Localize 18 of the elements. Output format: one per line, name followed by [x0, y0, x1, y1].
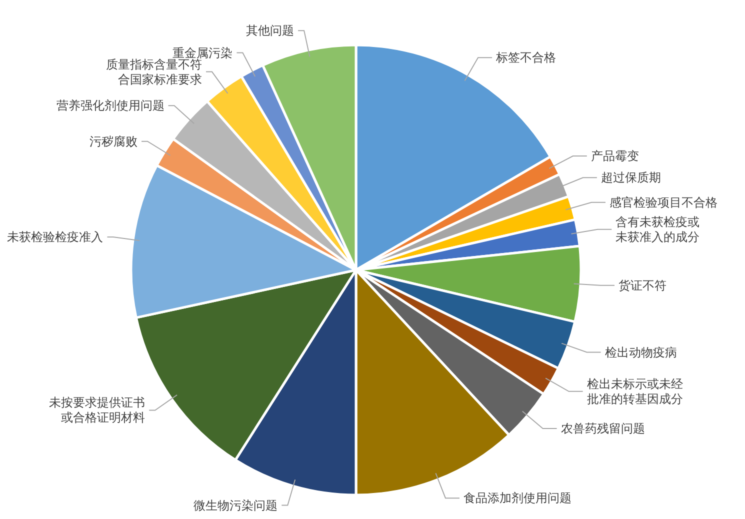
slice-label: 产品霉变: [590, 149, 639, 164]
slice-label: 货证不符: [618, 278, 667, 292]
slice-label: 污秽腐败: [90, 134, 138, 148]
slice-label: 微生物污染问题: [194, 498, 278, 512]
slice-label: 其他问题: [246, 24, 294, 38]
slice-label: 重金属污染: [172, 46, 233, 60]
slice-label: 超过保质期: [600, 170, 661, 185]
slice-label: 标签不合格: [495, 50, 556, 65]
slice-label: 营养强化剂使用问题: [56, 98, 164, 113]
slice-label: 含有未获检疫或未获准入的成分: [616, 214, 700, 244]
slice-label: 食品添加剂使用问题: [463, 491, 572, 506]
slice-label: 检出未标示或未经批准的转基因成分: [586, 376, 683, 406]
slice-label: 未按要求提供证书或合格证明材料: [49, 396, 146, 425]
slice-label: 未获检验检疫准入: [7, 230, 104, 244]
slice-label: 感官检验项目不合格: [609, 195, 718, 210]
slice-label: 农兽药残留问题: [560, 422, 645, 436]
slice-label: 质量指标含量不符合国家标准要求: [106, 57, 202, 86]
slice-label: 检出动物疫病: [604, 345, 677, 360]
